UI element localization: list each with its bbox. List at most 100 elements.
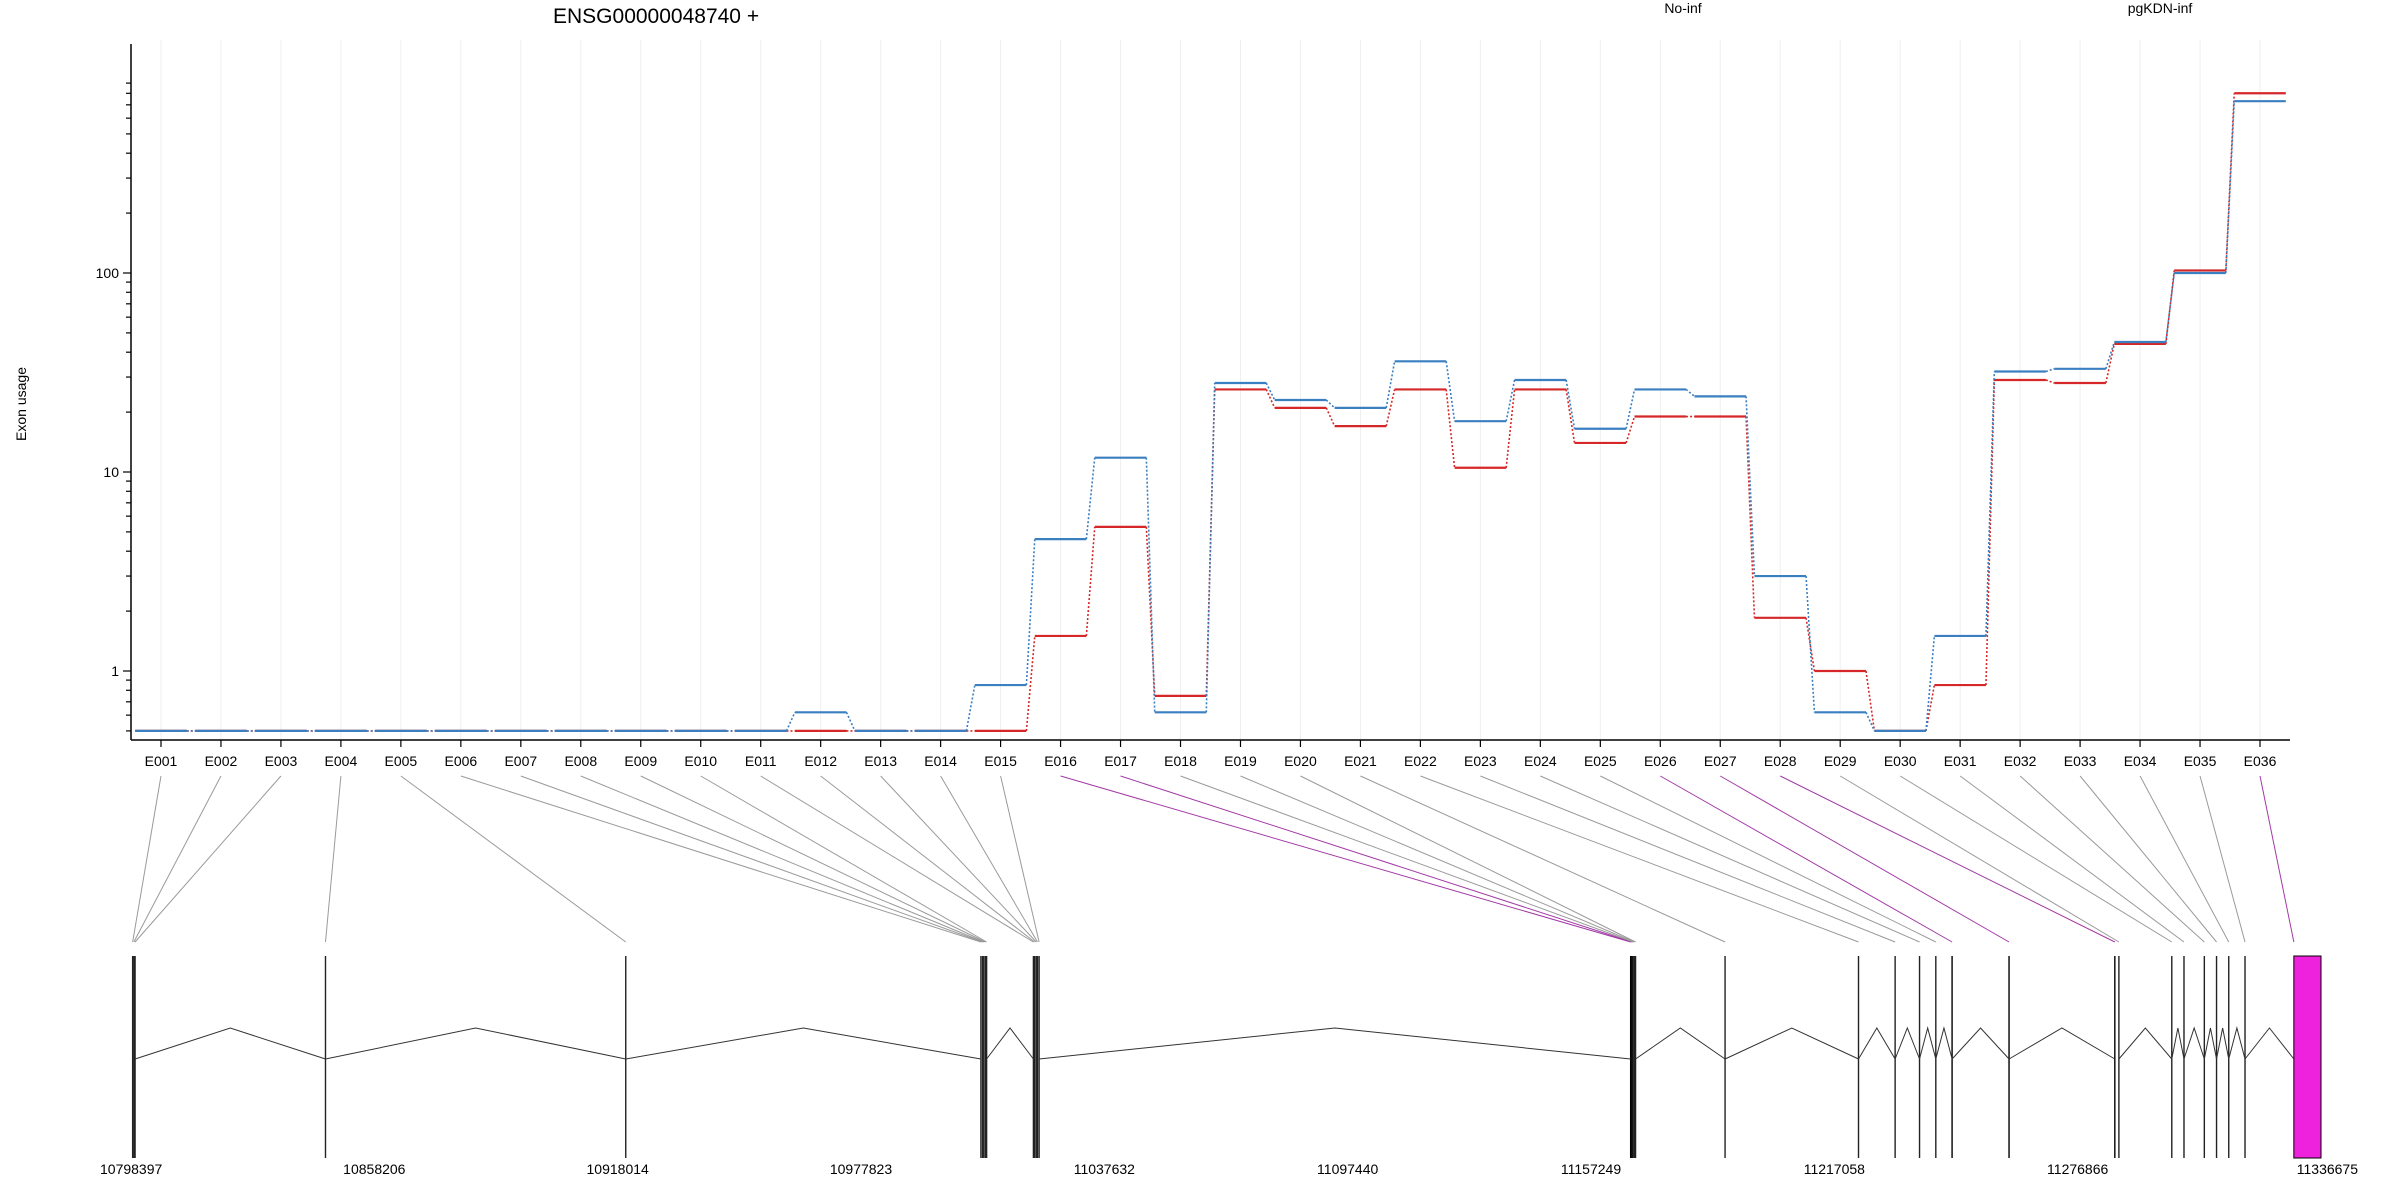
intron-line	[2228, 1026, 2246, 1060]
exon-connector	[132, 775, 162, 943]
x-tick-label: E034	[2124, 753, 2157, 769]
series-connector	[1085, 526, 1096, 637]
coordinate-tick-label: 10918014	[587, 1161, 650, 1177]
series-connector	[1565, 389, 1576, 444]
coordinate-tick-label: 11157249	[1561, 1161, 1621, 1177]
legend-entry-pgkdn-inf: pgKDN-inf	[2128, 0, 2193, 16]
exon-connector	[1480, 775, 1896, 943]
x-tick-label: E005	[385, 753, 418, 769]
exon-connector	[1420, 775, 1859, 943]
series-connector	[2045, 368, 2055, 373]
exon-connector	[940, 775, 1038, 943]
x-tick-label: E020	[1284, 753, 1317, 769]
x-tick-label: E013	[864, 753, 897, 769]
series-connector	[1625, 389, 1636, 429]
coordinate-tick-label: 10798397	[100, 1161, 163, 1177]
series-connector	[1505, 379, 1516, 422]
exon-connector	[2139, 775, 2230, 943]
exon-connector	[1839, 775, 2120, 943]
grid-lines	[160, 40, 2261, 740]
coordinate-tick-label: 11217058	[1804, 1161, 1865, 1177]
intron-line	[1935, 1026, 1953, 1060]
series-connector	[2105, 343, 2116, 384]
x-tick-label: E011	[745, 753, 777, 769]
exon-connector	[1120, 775, 1633, 943]
intron-line	[325, 1027, 626, 1060]
series-connector	[1445, 361, 1456, 422]
exon-connector	[2199, 775, 2246, 943]
x-tick-label: E008	[564, 753, 597, 769]
series-connector	[1025, 635, 1036, 731]
exon-connector	[1540, 775, 1920, 943]
coordinate-tick-label: 10977823	[830, 1161, 893, 1177]
intron-line	[1894, 1026, 1921, 1060]
series-connector	[1145, 526, 1156, 696]
series-connector	[1205, 382, 1216, 713]
intron-line	[1919, 1026, 1937, 1060]
series-connector	[1985, 371, 1996, 636]
series-connector	[2225, 101, 2236, 274]
x-tick-label: E010	[684, 753, 717, 769]
x-tick-label: E025	[1584, 753, 1617, 769]
exon-connector	[520, 775, 983, 943]
series-connector	[1925, 635, 1936, 731]
intron-line	[2244, 1027, 2295, 1060]
gene-model	[131, 955, 2322, 1159]
series-connector	[2165, 272, 2176, 343]
x-tick-label: E007	[504, 753, 537, 769]
x-tick-label: E033	[2064, 753, 2097, 769]
x-tick-label: E003	[265, 753, 298, 769]
intron-line	[1039, 1027, 1631, 1060]
x-tick-label: E006	[444, 753, 477, 769]
exon-connector	[2079, 775, 2217, 943]
intron-line	[1858, 1027, 1896, 1060]
x-tick-label: E023	[1464, 753, 1497, 769]
y-tick-label: 1	[111, 663, 119, 679]
legend-entry-no-inf: No-inf	[1664, 0, 1701, 16]
series-connector	[1025, 539, 1036, 686]
y-tick-label: 10	[103, 464, 119, 480]
coordinate-tick-label: 11037632	[1074, 1161, 1135, 1177]
x-tick-label: E002	[205, 753, 238, 769]
x-tick-label: E014	[924, 753, 957, 769]
intron-line	[986, 1027, 1034, 1060]
series-connector	[1565, 379, 1576, 429]
exon-connector	[134, 775, 282, 943]
intron-line	[625, 1027, 982, 1060]
series-connector	[1625, 416, 1636, 444]
series-connector	[1745, 416, 1756, 618]
intron-line	[2203, 1027, 2218, 1060]
series-connector	[1445, 389, 1456, 468]
y-axis-label: Exon usage	[13, 367, 29, 441]
x-tick-label: E015	[984, 753, 1017, 769]
exon-connector	[1720, 775, 2010, 943]
exon-connector	[133, 775, 222, 943]
exon-connector	[1300, 775, 1636, 943]
genomic-coordinate-labels: 10798397 10858206 10918014 10977823 11037632…	[100, 1161, 2358, 1177]
series-connector	[1265, 389, 1276, 409]
exon-connector	[1360, 775, 1726, 943]
x-tick-label: E030	[1884, 753, 1917, 769]
series-connector	[1805, 576, 1816, 713]
series-connector	[2045, 379, 2055, 384]
exon-connector	[1000, 775, 1040, 943]
exon-connector	[880, 775, 1037, 943]
exon-connector	[2259, 775, 2295, 943]
y-tick-label: 100	[96, 265, 120, 281]
series-lines	[135, 92, 2286, 733]
x-tick-label: E035	[2184, 753, 2217, 769]
x-tick-label: E022	[1404, 753, 1437, 769]
exon-connector	[820, 775, 1035, 943]
x-tick-labels: E001 E002 E003 E004 E005 E006 E007 E008 E009 E010…	[145, 753, 2277, 769]
exon-connector	[2019, 775, 2205, 943]
series-connector	[785, 711, 796, 732]
series-connector	[1805, 617, 1816, 672]
coordinate-tick-label: 11276866	[2047, 1161, 2108, 1177]
series-connector	[1325, 399, 1336, 409]
intron-line	[1635, 1027, 1726, 1060]
exon-connector	[580, 775, 984, 943]
series-connector	[1385, 361, 1396, 409]
x-tick-label: E017	[1104, 753, 1137, 769]
